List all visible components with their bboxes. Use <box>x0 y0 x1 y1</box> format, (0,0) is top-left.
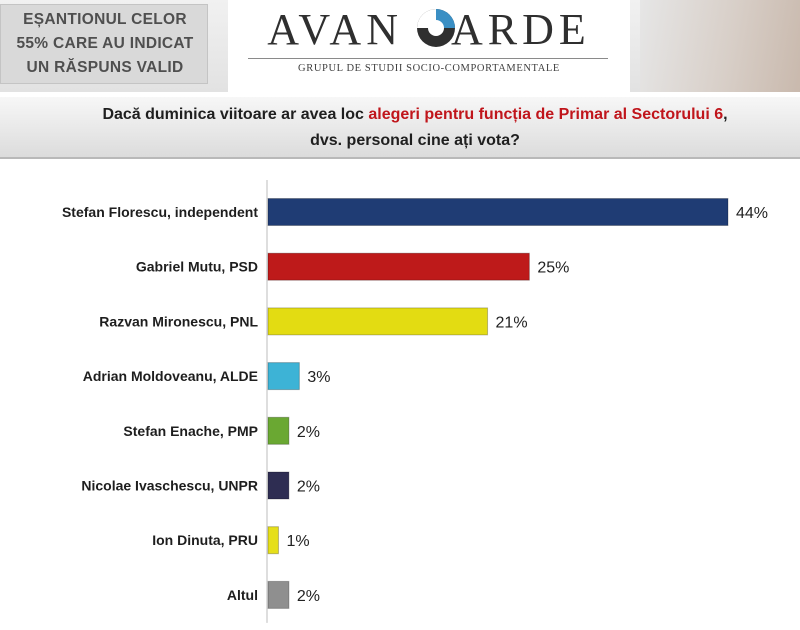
category-label: Ion Dinuta, PRU <box>152 532 258 548</box>
value-label: 1% <box>286 533 309 550</box>
logo-wordmark: AVAN ARDE <box>228 4 630 55</box>
question-highlight: alegeri pentru funcția de Primar al Sect… <box>368 106 724 123</box>
value-label: 2% <box>297 479 320 496</box>
question-line-2: dvs. personal cine ați vota? <box>310 132 520 149</box>
category-label: Razvan Mironescu, PNL <box>99 313 258 329</box>
bar <box>267 526 279 555</box>
avangarde-logo: AVAN ARDE GRUPUL DE STUDII SOCIO-COMPORTA… <box>228 0 630 92</box>
bar <box>267 416 290 445</box>
sample-note-box: EȘANTIONUL CELOR 55% CARE AU INDICAT UN … <box>0 4 208 84</box>
value-label: 3% <box>307 369 330 386</box>
value-label: 2% <box>297 588 320 605</box>
bar <box>267 252 530 281</box>
logo-divider <box>248 58 608 59</box>
bar <box>267 362 300 391</box>
category-label: Nicolae Ivaschescu, UNPR <box>81 478 258 494</box>
sample-note-line-3: UN RĂSPUNS VALID <box>26 59 184 76</box>
results-bar-chart: Stefan Florescu, independent 44% Gabriel M… <box>62 180 768 623</box>
bars: Stefan Florescu, independent 44% Gabriel M… <box>62 198 768 609</box>
question-prefix: Dacă duminica viitoare ar avea loc <box>102 106 369 123</box>
sample-note-line-2: 55% CARE AU INDICAT <box>16 35 194 52</box>
logo-pie-icon <box>417 9 455 47</box>
bar <box>267 307 489 336</box>
header-photo <box>640 0 800 92</box>
question-line-1: Dacă duminica viitoare ar avea loc alege… <box>0 106 800 124</box>
category-label: Stefan Enache, PMP <box>123 423 258 439</box>
category-label: Altul <box>227 587 258 603</box>
value-label: 25% <box>537 260 569 277</box>
category-label: Gabriel Mutu, PSD <box>136 259 258 275</box>
sample-note-line-1: EȘANTIONUL CELOR <box>23 11 187 28</box>
survey-question: Dacă duminica viitoare ar avea loc alege… <box>0 97 800 159</box>
question-suffix: , <box>723 106 728 123</box>
logo-wordmark-right: ARDE <box>450 5 591 54</box>
value-label: 21% <box>496 314 528 331</box>
bar <box>267 198 729 226</box>
value-label: 44% <box>736 205 768 222</box>
bar <box>267 580 290 609</box>
bar <box>267 471 290 500</box>
logo-subtitle: GRUPUL DE STUDII SOCIO-COMPORTAMENTALE <box>298 63 560 74</box>
value-label: 2% <box>297 424 320 441</box>
category-label: Stefan Florescu, independent <box>62 204 258 220</box>
category-label: Adrian Moldoveanu, ALDE <box>83 368 258 384</box>
logo-wordmark-left: AVAN <box>267 5 403 54</box>
